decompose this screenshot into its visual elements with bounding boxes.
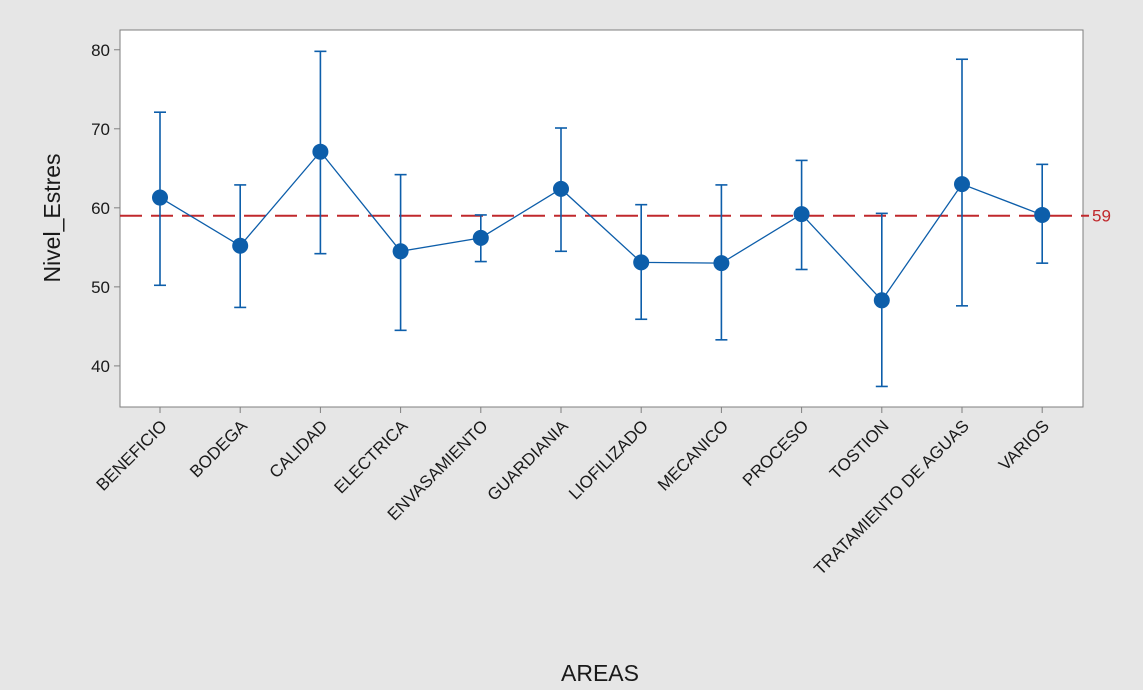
mean-point (1034, 206, 1051, 223)
mean-point (392, 243, 409, 260)
y-axis: 40 50 60 70 80 (91, 41, 120, 376)
x-tick-label: MECANICO (654, 416, 732, 494)
x-tick-label: BODEGA (186, 416, 251, 481)
mean-connect-line (159, 150, 1043, 302)
mean-point (152, 189, 168, 206)
y-tick-label: 80 (91, 41, 110, 60)
x-tick-label: GUARDIANIA (484, 416, 573, 505)
x-tick-label: TOSTION (826, 416, 893, 483)
x-tick-label: CALIDAD (266, 416, 332, 482)
mean-point (232, 237, 249, 254)
plot-area (119, 29, 1084, 408)
mean-point (793, 206, 810, 223)
x-tick-label: BENEFICIO (93, 416, 171, 494)
mean-point (954, 176, 970, 193)
x-tick-label: TRATAMIENTO DE AGUAS (810, 416, 972, 578)
y-axis-title: Nivel_Estres (39, 153, 65, 282)
mean-point (633, 254, 650, 271)
series-group (152, 50, 1051, 388)
mean-point (472, 229, 489, 246)
mean-point (713, 255, 730, 272)
y-tick-label: 70 (91, 120, 110, 139)
y-tick-label: 40 (91, 357, 110, 376)
x-axis-title: AREAS (561, 660, 639, 686)
y-tick-label: 60 (91, 199, 110, 218)
mean-point (873, 292, 890, 309)
reference-line-label: 59 (1092, 207, 1111, 226)
y-tick-label: 50 (91, 278, 110, 297)
mean-point (312, 143, 329, 160)
x-tick-label: LIOFILIZADO (565, 416, 652, 503)
reference-line-group: 59 (120, 207, 1111, 226)
x-axis: BENEFICIO BODEGA CALIDAD ELECTRICAENVASAMIE… (93, 407, 1053, 579)
x-tick-label: ELECTRICA (331, 416, 412, 497)
x-tick-label: VARIOS (995, 416, 1053, 474)
mean-point (553, 180, 569, 197)
x-tick-label: PROCESO (739, 416, 813, 490)
